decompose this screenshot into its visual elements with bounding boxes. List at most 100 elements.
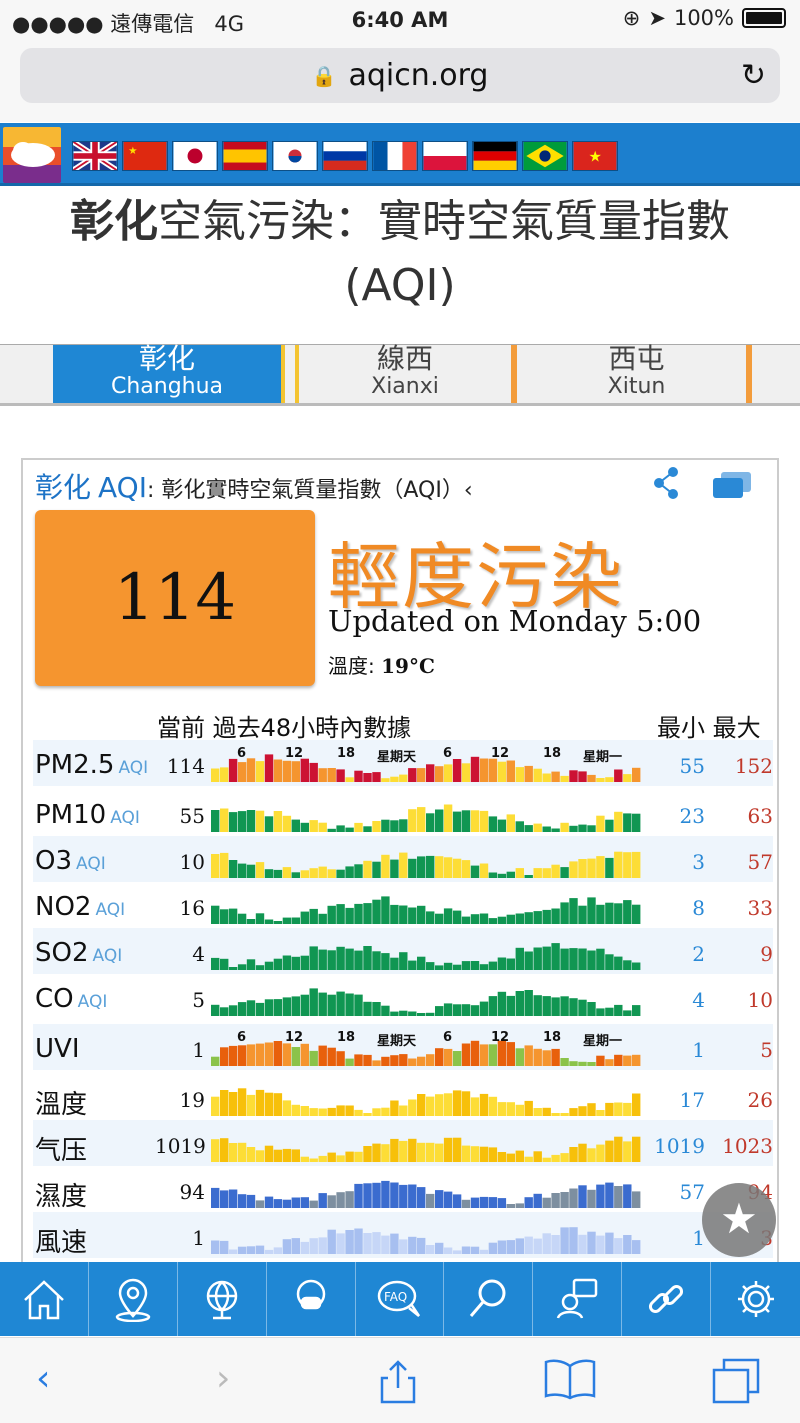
mask-icon[interactable] bbox=[267, 1262, 356, 1336]
sparkline-bar bbox=[515, 1150, 524, 1162]
pollutant-row[interactable]: UVI 1 1 5 bbox=[33, 1024, 773, 1070]
sparkline-bar bbox=[363, 1183, 372, 1208]
lock-icon: 🔒 bbox=[311, 63, 337, 88]
sparkline-bar bbox=[309, 1238, 318, 1254]
location-pin-icon[interactable] bbox=[89, 1262, 178, 1336]
location-arrow-icon: ➤ bbox=[648, 6, 666, 30]
search-icon[interactable] bbox=[444, 1262, 534, 1336]
pollutant-row[interactable]: 气压 1019 1019 1023 bbox=[33, 1120, 773, 1166]
sparkline-bar bbox=[479, 1249, 489, 1254]
flag-brazil-icon[interactable] bbox=[522, 141, 568, 171]
sparkline-bar bbox=[220, 808, 229, 832]
sparkline-bar bbox=[443, 908, 453, 924]
sparkline-bar bbox=[300, 1197, 309, 1208]
favorite-star-button[interactable]: ★ bbox=[702, 1183, 776, 1257]
site-logo[interactable] bbox=[3, 127, 61, 183]
flag-russia-icon[interactable] bbox=[322, 141, 368, 171]
sparkline-bar bbox=[632, 851, 641, 878]
svg-text:★: ★ bbox=[128, 145, 137, 157]
link-icon[interactable] bbox=[622, 1262, 712, 1336]
sparkline-bar bbox=[524, 1197, 533, 1208]
pollutant-row[interactable]: SO2 AQI 4 2 9 bbox=[33, 928, 773, 974]
sparkline-bar bbox=[264, 999, 274, 1016]
sparkline-bar bbox=[542, 996, 551, 1016]
sparkline-bar bbox=[228, 1005, 238, 1016]
sparkline-bar bbox=[578, 1143, 587, 1162]
pollutant-row[interactable]: 濕度945794 bbox=[33, 1166, 773, 1212]
pollutant-row[interactable]: NO2 AQI 16 8 33 bbox=[33, 882, 773, 928]
flag-uk-icon[interactable] bbox=[72, 141, 118, 171]
sparkline-bar bbox=[515, 947, 524, 970]
sparkline-bar bbox=[488, 872, 498, 878]
pollutant-row[interactable]: CO AQI 5 4 10 bbox=[33, 974, 773, 1020]
tab-xitun[interactable]: 西屯 Xitun bbox=[527, 345, 752, 403]
sparkline-bar bbox=[623, 900, 632, 924]
sparkline-bar bbox=[309, 908, 318, 924]
sparkline-bar bbox=[264, 961, 274, 970]
sparkline-bar bbox=[551, 864, 560, 878]
sparkline-bar bbox=[228, 908, 238, 924]
sparkline-bar bbox=[426, 1142, 435, 1162]
flag-japan-icon[interactable] bbox=[172, 141, 218, 171]
pollutant-row[interactable]: PM2.5 AQI 114 55 152 bbox=[33, 740, 773, 786]
share-sheet-icon[interactable] bbox=[378, 1358, 418, 1413]
sparkline-bar bbox=[533, 768, 542, 782]
reload-icon[interactable]: ↻ bbox=[740, 58, 766, 93]
address-bar[interactable]: 🔒 aqicn.org ↻ bbox=[20, 48, 780, 103]
chat-person-icon[interactable] bbox=[533, 1262, 623, 1336]
back-icon[interactable]: ‹ bbox=[36, 1358, 51, 1399]
forward-icon[interactable]: › bbox=[216, 1358, 231, 1399]
sparkline-bar bbox=[264, 869, 274, 878]
globe-icon[interactable] bbox=[178, 1262, 267, 1336]
pollutant-row[interactable]: O3 AQI 10 3 57 bbox=[33, 836, 773, 882]
sparkline-bar bbox=[309, 1158, 318, 1162]
sparkline-bar bbox=[542, 1050, 551, 1066]
flag-vietnam-icon[interactable]: ★ bbox=[572, 141, 618, 171]
sparkline-bar bbox=[488, 1096, 498, 1116]
faq-icon[interactable]: FAQ bbox=[356, 1262, 445, 1336]
pollutant-row[interactable]: 風速113 bbox=[33, 1212, 773, 1258]
sparkline-bar bbox=[237, 1045, 247, 1066]
sparkline-bar bbox=[560, 867, 569, 878]
sparkline-bar bbox=[282, 1100, 292, 1116]
gear-icon[interactable] bbox=[711, 1262, 800, 1336]
sparkline-bar bbox=[345, 1058, 354, 1066]
sparkline-bar bbox=[452, 1090, 462, 1116]
flag-china-icon[interactable]: ★ bbox=[122, 141, 168, 171]
tabs-icon[interactable] bbox=[712, 1358, 762, 1413]
sparkline-bar bbox=[551, 908, 560, 924]
flag-spain-icon[interactable] bbox=[222, 141, 268, 171]
sparkline-bar bbox=[417, 1056, 426, 1066]
tab-changhua[interactable]: 彰化 Changhua bbox=[53, 345, 285, 403]
sparkline-bar bbox=[291, 1149, 300, 1162]
sparkline-bar bbox=[461, 810, 471, 832]
widget-icon[interactable] bbox=[711, 470, 753, 500]
flag-france-icon[interactable] bbox=[372, 141, 418, 171]
sparkline-bar bbox=[569, 1061, 578, 1066]
sparkline-bar bbox=[390, 1138, 399, 1162]
flag-poland-icon[interactable] bbox=[422, 141, 468, 171]
url-text: aqicn.org bbox=[348, 58, 489, 93]
sparkline-bar bbox=[542, 1233, 551, 1254]
pollutant-row[interactable]: 溫度 19 17 26 bbox=[33, 1074, 773, 1120]
sparkline-bar bbox=[578, 999, 587, 1016]
sparkline-bar bbox=[470, 1005, 480, 1016]
sparkline-bar bbox=[515, 1048, 524, 1066]
flag-korea-icon[interactable] bbox=[272, 141, 318, 171]
sparkline-bar bbox=[264, 1145, 274, 1162]
tab-xianxi[interactable]: 線西 Xianxi bbox=[295, 345, 517, 403]
pollutant-row[interactable]: PM10 AQI 55 23 63 bbox=[33, 790, 773, 836]
share-icon[interactable] bbox=[651, 466, 681, 507]
sparkline-bar bbox=[327, 1195, 336, 1208]
sparkline-bar bbox=[569, 898, 578, 924]
sparkline-bar bbox=[399, 1184, 408, 1208]
bookmarks-icon[interactable] bbox=[544, 1358, 596, 1409]
sparkline-bar bbox=[461, 1004, 471, 1016]
sparkline-bar bbox=[399, 1239, 408, 1254]
flag-germany-icon[interactable] bbox=[472, 141, 518, 171]
sparkline-bar bbox=[220, 909, 229, 924]
sparkline-bar bbox=[488, 816, 498, 832]
sparkline-bar bbox=[524, 1100, 533, 1116]
home-icon[interactable] bbox=[0, 1262, 89, 1336]
sparkline-bar bbox=[282, 760, 292, 782]
